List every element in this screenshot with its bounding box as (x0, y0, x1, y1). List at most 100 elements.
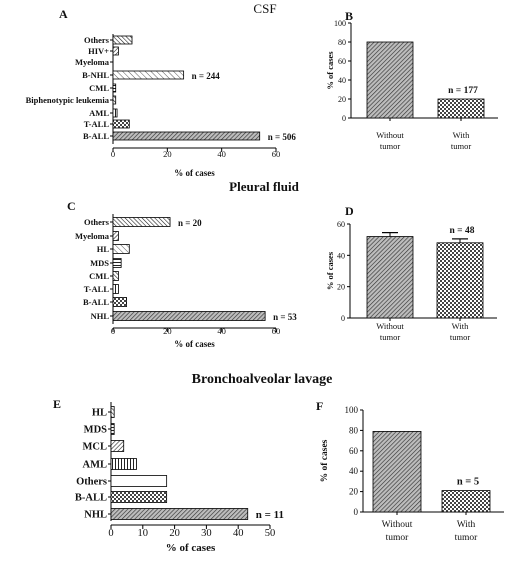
category-label: Myeloma (75, 231, 110, 241)
bar (112, 258, 122, 268)
bar (366, 41, 414, 119)
bar (110, 508, 249, 520)
category-label: HL (92, 408, 107, 419)
category-label: NHL (91, 311, 110, 321)
category-label: Myeloma (75, 57, 110, 67)
x-axis-title: % of cases (174, 339, 215, 349)
category-label: NHL (84, 510, 107, 521)
bar (110, 423, 115, 435)
x-tick-label: 20 (163, 149, 172, 159)
x-tick-label: 20 (163, 326, 172, 336)
category-label: Others (76, 477, 107, 488)
x-tick-label: 0 (111, 149, 115, 159)
panel-letter: C (67, 199, 76, 213)
category-label: With tumor (450, 321, 470, 342)
category-label: MDS (84, 425, 107, 436)
chart-panels: A0 20 40 60OthersHIV+MyelomaB-NHLCMLBipheno… (26, 7, 504, 554)
x-axis-title: % of cases (174, 168, 215, 178)
bar (112, 108, 118, 118)
bar (112, 271, 119, 281)
category-label: Biphenotypic leukemia (26, 95, 110, 105)
y-tick-label: 60 (338, 57, 346, 66)
y-tick-label: 100 (345, 405, 359, 415)
y-tick-label: 40 (349, 466, 359, 476)
category-label: Without tumor (376, 321, 404, 342)
bar (366, 236, 414, 319)
x-tick-label: 30 (201, 528, 212, 539)
y-tick-label: 60 (337, 220, 345, 229)
bar (112, 217, 171, 227)
x-axis-title: % of cases (166, 542, 216, 554)
bar (112, 35, 133, 45)
category-label: B-ALL (75, 493, 107, 504)
bar (441, 490, 491, 513)
bar (112, 131, 261, 141)
bar (112, 231, 119, 241)
y-tick-label: 0 (354, 507, 359, 517)
panel-f: F 0 20 40 60 80 100 % of cases Without tumor With t… (316, 399, 504, 543)
category-label: AML (83, 460, 108, 471)
bar (437, 98, 485, 119)
y-axis-title: % of cases (325, 251, 335, 290)
bar (112, 297, 127, 307)
bar (110, 475, 168, 487)
panel-letter: A (59, 7, 68, 21)
bar (110, 406, 115, 418)
n-annotation: n = 506 (268, 132, 297, 142)
y-tick-label: 100 (334, 19, 346, 28)
bar (372, 431, 422, 513)
category-label: Without tumor (376, 130, 404, 151)
bar (110, 491, 168, 503)
category-label: B-ALL (83, 131, 109, 141)
bar (110, 458, 137, 470)
bar (112, 119, 130, 129)
category-label: T-ALL (84, 119, 110, 129)
section-title-pleural: Pleural fluid (229, 179, 299, 194)
category-label: MCL (83, 442, 108, 453)
x-tick-label: 60 (272, 326, 281, 336)
section-title-bal: Bronchoalveolar lavage (192, 372, 333, 387)
n-annotation: n = 177 (448, 86, 478, 96)
x-tick-label: 20 (169, 528, 180, 539)
bar (112, 284, 119, 294)
panel-c: C 0 20 40 60 Others Myeloma HL MDS CML T-ALL B-ALL N… (67, 199, 297, 349)
y-tick-label: 20 (349, 487, 359, 497)
y-tick-label: 80 (338, 38, 346, 47)
y-tick-label: 80 (349, 425, 359, 435)
panel-letter: F (316, 399, 323, 413)
y-tick-label: 60 (349, 446, 359, 456)
y-axis-title: % of cases (320, 439, 330, 482)
category-label: AML (89, 108, 109, 118)
y-tick-label: 40 (337, 251, 345, 260)
x-tick-label: 40 (217, 149, 226, 159)
bar (112, 244, 130, 254)
x-tick-label: 40 (233, 528, 244, 539)
panel-letter: B (345, 9, 353, 23)
category-label: B-ALL (83, 297, 109, 307)
y-tick-label: 0 (341, 314, 345, 323)
category-label: HIV+ (88, 46, 109, 56)
n-annotation: n = 53 (273, 312, 297, 322)
n-annotation: n = 5 (457, 477, 479, 488)
panel-e: E 0 10 20 30 40 50 HL MDS MCL AML Others B-ALL NHL n =… (53, 397, 284, 554)
panel-b: B 0 20 40 60 80 100 % of cases Without tumor With t… (325, 9, 498, 151)
bar (112, 46, 119, 56)
bar (110, 440, 125, 452)
x-tick-label: 10 (138, 528, 149, 539)
category-label: CML (89, 83, 109, 93)
x-tick-label: 60 (272, 149, 281, 159)
panel-letter: E (53, 397, 61, 411)
n-annotation: n = 11 (256, 509, 284, 521)
n-annotation: n = 244 (192, 71, 221, 81)
bar (112, 311, 266, 321)
x-tick-label: 0 (111, 326, 115, 336)
category-label: With tumor (455, 520, 479, 543)
n-annotation: n = 20 (178, 218, 202, 228)
category-label: T-ALL (84, 284, 110, 294)
bar (112, 83, 117, 93)
bar (112, 70, 185, 80)
category-label: MDS (90, 258, 109, 268)
panel-letter: D (345, 204, 354, 218)
